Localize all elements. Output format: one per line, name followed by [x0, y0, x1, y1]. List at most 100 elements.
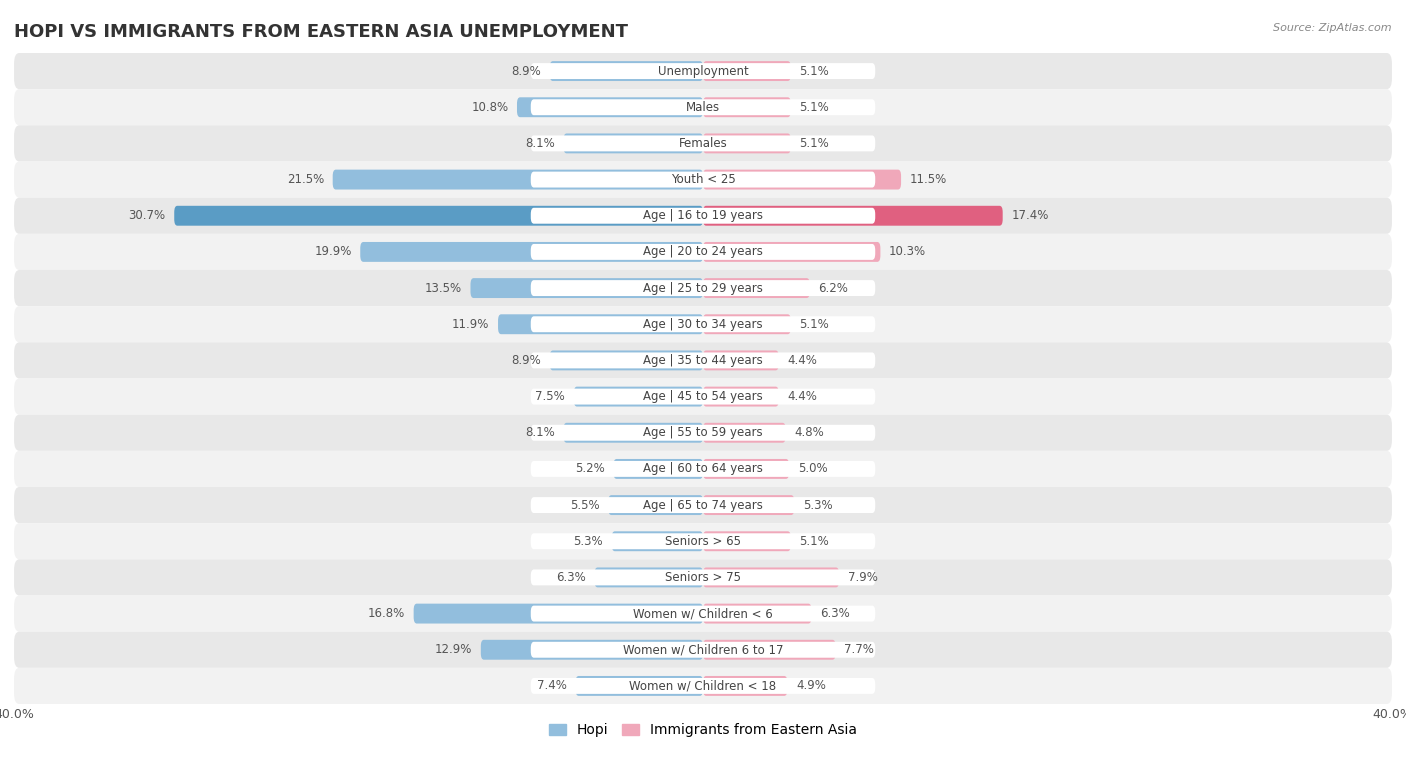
Text: Age | 60 to 64 years: Age | 60 to 64 years	[643, 463, 763, 475]
Text: Source: ZipAtlas.com: Source: ZipAtlas.com	[1274, 23, 1392, 33]
Text: 5.5%: 5.5%	[569, 499, 599, 512]
Text: 5.1%: 5.1%	[800, 534, 830, 548]
Text: Age | 20 to 24 years: Age | 20 to 24 years	[643, 245, 763, 258]
Text: 8.1%: 8.1%	[524, 426, 555, 439]
Text: 6.3%: 6.3%	[557, 571, 586, 584]
FancyBboxPatch shape	[703, 459, 789, 479]
Text: 5.1%: 5.1%	[800, 64, 830, 77]
FancyBboxPatch shape	[703, 531, 790, 551]
Text: Age | 16 to 19 years: Age | 16 to 19 years	[643, 209, 763, 223]
FancyBboxPatch shape	[531, 172, 875, 188]
FancyBboxPatch shape	[531, 425, 875, 441]
FancyBboxPatch shape	[531, 497, 875, 513]
FancyBboxPatch shape	[14, 161, 1392, 198]
FancyBboxPatch shape	[14, 306, 1392, 342]
FancyBboxPatch shape	[531, 678, 875, 694]
FancyBboxPatch shape	[531, 642, 875, 658]
FancyBboxPatch shape	[564, 423, 703, 443]
FancyBboxPatch shape	[14, 89, 1392, 126]
FancyBboxPatch shape	[531, 569, 875, 585]
Text: 10.3%: 10.3%	[889, 245, 927, 258]
FancyBboxPatch shape	[574, 387, 703, 407]
FancyBboxPatch shape	[703, 242, 880, 262]
FancyBboxPatch shape	[14, 668, 1392, 704]
FancyBboxPatch shape	[703, 568, 839, 587]
Text: HOPI VS IMMIGRANTS FROM EASTERN ASIA UNEMPLOYMENT: HOPI VS IMMIGRANTS FROM EASTERN ASIA UNE…	[14, 23, 628, 41]
Text: Women w/ Children 6 to 17: Women w/ Children 6 to 17	[623, 643, 783, 656]
FancyBboxPatch shape	[531, 244, 875, 260]
Text: 5.1%: 5.1%	[800, 137, 830, 150]
Text: Youth < 25: Youth < 25	[671, 173, 735, 186]
Text: Age | 55 to 59 years: Age | 55 to 59 years	[643, 426, 763, 439]
FancyBboxPatch shape	[703, 98, 790, 117]
FancyBboxPatch shape	[575, 676, 703, 696]
FancyBboxPatch shape	[550, 350, 703, 370]
FancyBboxPatch shape	[360, 242, 703, 262]
FancyBboxPatch shape	[564, 133, 703, 154]
FancyBboxPatch shape	[14, 53, 1392, 89]
FancyBboxPatch shape	[14, 631, 1392, 668]
FancyBboxPatch shape	[413, 603, 703, 624]
Text: 13.5%: 13.5%	[425, 282, 461, 294]
FancyBboxPatch shape	[703, 495, 794, 515]
FancyBboxPatch shape	[531, 533, 875, 550]
FancyBboxPatch shape	[531, 136, 875, 151]
FancyBboxPatch shape	[703, 387, 779, 407]
FancyBboxPatch shape	[703, 206, 1002, 226]
FancyBboxPatch shape	[550, 61, 703, 81]
Text: 4.8%: 4.8%	[794, 426, 824, 439]
FancyBboxPatch shape	[531, 353, 875, 369]
Text: Age | 30 to 34 years: Age | 30 to 34 years	[643, 318, 763, 331]
Text: Females: Females	[679, 137, 727, 150]
FancyBboxPatch shape	[14, 559, 1392, 596]
Text: 8.1%: 8.1%	[524, 137, 555, 150]
Text: 19.9%: 19.9%	[315, 245, 352, 258]
FancyBboxPatch shape	[14, 198, 1392, 234]
FancyBboxPatch shape	[481, 640, 703, 659]
Text: 7.5%: 7.5%	[536, 390, 565, 403]
FancyBboxPatch shape	[471, 278, 703, 298]
Text: 10.8%: 10.8%	[471, 101, 509, 114]
Text: 8.9%: 8.9%	[512, 64, 541, 77]
Text: 12.9%: 12.9%	[434, 643, 472, 656]
Text: 6.2%: 6.2%	[818, 282, 848, 294]
FancyBboxPatch shape	[609, 495, 703, 515]
FancyBboxPatch shape	[703, 350, 779, 370]
Text: 17.4%: 17.4%	[1011, 209, 1049, 223]
Text: 21.5%: 21.5%	[287, 173, 323, 186]
FancyBboxPatch shape	[703, 61, 790, 81]
Text: Age | 25 to 29 years: Age | 25 to 29 years	[643, 282, 763, 294]
FancyBboxPatch shape	[595, 568, 703, 587]
FancyBboxPatch shape	[14, 378, 1392, 415]
Text: 5.0%: 5.0%	[797, 463, 827, 475]
FancyBboxPatch shape	[531, 99, 875, 115]
FancyBboxPatch shape	[14, 596, 1392, 631]
Text: 7.4%: 7.4%	[537, 680, 567, 693]
Text: 30.7%: 30.7%	[128, 209, 166, 223]
FancyBboxPatch shape	[613, 459, 703, 479]
FancyBboxPatch shape	[517, 98, 703, 117]
Legend: Hopi, Immigrants from Eastern Asia: Hopi, Immigrants from Eastern Asia	[543, 718, 863, 743]
Text: 5.3%: 5.3%	[803, 499, 832, 512]
FancyBboxPatch shape	[703, 278, 810, 298]
FancyBboxPatch shape	[498, 314, 703, 334]
FancyBboxPatch shape	[703, 423, 786, 443]
FancyBboxPatch shape	[174, 206, 703, 226]
Text: Seniors > 65: Seniors > 65	[665, 534, 741, 548]
Text: 4.4%: 4.4%	[787, 354, 817, 367]
Text: 4.9%: 4.9%	[796, 680, 825, 693]
Text: Women w/ Children < 18: Women w/ Children < 18	[630, 680, 776, 693]
FancyBboxPatch shape	[703, 133, 790, 154]
Text: Seniors > 75: Seniors > 75	[665, 571, 741, 584]
Text: 5.1%: 5.1%	[800, 101, 830, 114]
Text: 11.9%: 11.9%	[453, 318, 489, 331]
Text: Age | 45 to 54 years: Age | 45 to 54 years	[643, 390, 763, 403]
Text: Males: Males	[686, 101, 720, 114]
FancyBboxPatch shape	[703, 676, 787, 696]
Text: 5.2%: 5.2%	[575, 463, 605, 475]
FancyBboxPatch shape	[14, 451, 1392, 487]
FancyBboxPatch shape	[531, 461, 875, 477]
FancyBboxPatch shape	[703, 314, 790, 334]
FancyBboxPatch shape	[333, 170, 703, 189]
Text: Women w/ Children < 6: Women w/ Children < 6	[633, 607, 773, 620]
